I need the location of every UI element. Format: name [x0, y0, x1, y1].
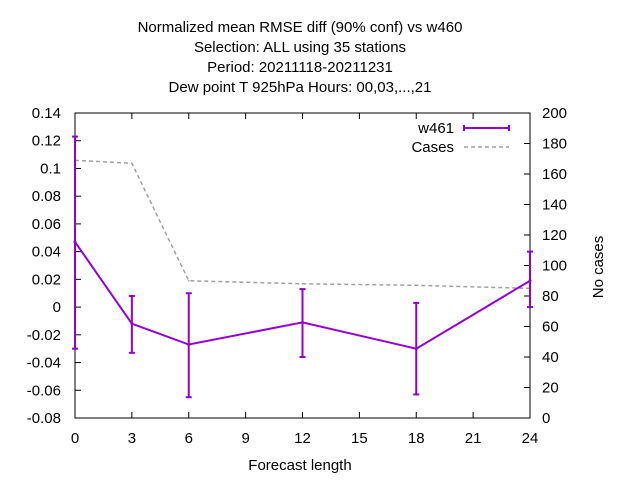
x-tick-label: 18	[408, 430, 425, 447]
w461-point	[301, 320, 304, 324]
y2-axis-label: No cases	[590, 236, 607, 299]
y2-tick-label: 160	[542, 166, 567, 183]
w461-line	[74, 241, 531, 350]
x-tick-label: 6	[185, 430, 193, 447]
y-tick-label: -0.02	[27, 327, 61, 344]
legend-label-w461: w461	[417, 120, 454, 137]
cases-point	[187, 279, 190, 282]
cases-point	[301, 283, 304, 285]
w461-point	[130, 322, 134, 326]
y-tick-label: 0.08	[32, 188, 61, 205]
y-tick-label: -0.06	[27, 382, 61, 399]
w461-point	[187, 343, 191, 347]
y-tick-label: 0.04	[32, 244, 61, 261]
x-tick-label: 12	[294, 430, 311, 447]
y-tick-label: 0.14	[32, 105, 61, 122]
y-tick-label: 0.12	[32, 133, 61, 150]
w461-point	[528, 279, 532, 283]
y-tick-label: 0	[53, 299, 61, 316]
title-line: Normalized mean RMSE diff (90% conf) vs …	[138, 19, 463, 36]
chart-title: Normalized mean RMSE diff (90% conf) vs …	[138, 19, 463, 96]
y-tick-label: 0.02	[32, 271, 61, 288]
y2-tick-label: 20	[542, 380, 559, 397]
title-line: Period: 20211118-20211231	[207, 59, 393, 76]
x-axis-label: Forecast length	[248, 457, 351, 474]
y2-tick-label: 100	[542, 258, 567, 275]
title-line: Dew point T 925hPa Hours: 00,03,...,21	[169, 79, 432, 96]
cases-series	[74, 159, 531, 290]
x-tick-label: 0	[71, 430, 79, 447]
cases-point	[415, 284, 418, 287]
cases-line	[74, 159, 531, 290]
x-tick-label: 3	[128, 430, 136, 447]
w461-point	[414, 347, 418, 351]
x-tick-label: 15	[351, 430, 368, 447]
w461-series	[72, 135, 533, 399]
y2-tick-label: 180	[542, 136, 567, 153]
y2-tick-label: 120	[542, 227, 567, 244]
y2-tick-label: 40	[542, 349, 559, 366]
plot-frame	[74, 112, 531, 419]
y-tick-label: -0.04	[27, 355, 61, 372]
w461-point	[73, 240, 77, 244]
plot-axes	[74, 112, 531, 419]
legend-label-cases: Cases	[411, 139, 454, 156]
y2-tick-label: 140	[542, 197, 567, 214]
title-line: Selection: ALL using 35 stations	[194, 39, 406, 56]
x-tick-label: 21	[465, 430, 482, 447]
y2-tick-label: 0	[542, 410, 550, 427]
y2-tick-label: 80	[542, 288, 559, 305]
y-tick-label: 0.06	[32, 216, 61, 233]
y-tick-label: -0.08	[27, 410, 61, 427]
legend: w461 Cases	[411, 120, 510, 156]
x-tick-label: 9	[241, 430, 249, 447]
y-tick-label: 0.1	[40, 160, 61, 177]
axis-ticks: 0 3 6 9 12 15 18 21 24 -0.08 -0.06 -0.04 -0.02 0 0.02 0…	[27, 105, 567, 447]
y2-tick-label: 200	[542, 105, 567, 122]
y2-tick-label: 60	[542, 319, 559, 336]
x-tick-label: 24	[522, 430, 539, 447]
cases-point	[131, 162, 133, 165]
